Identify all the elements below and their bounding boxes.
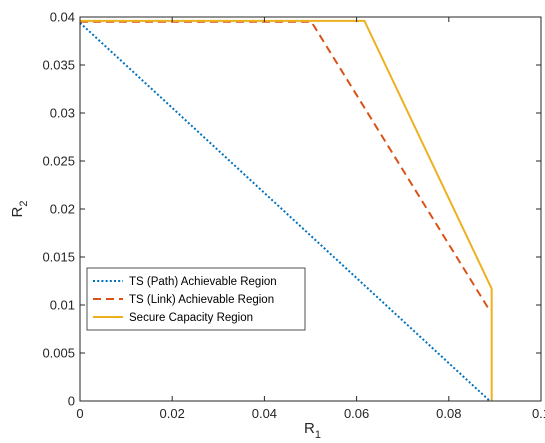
y-tick-label: 0.005 [42,346,75,361]
x-tick-label: 0.06 [344,406,369,421]
x-tick-label: 0.02 [160,406,185,421]
legend: TS (Path) Achievable Region TS (Link) Ach… [86,267,306,331]
x-tick-label: 0.04 [252,406,277,421]
y-axis-label-main: R [9,206,26,217]
legend-label: TS (Path) Achievable Region [129,276,277,288]
x-tick-label: 0.08 [436,406,461,421]
y-axis-label-subscript: 2 [18,201,30,207]
legend-label: TS (Link) Achievable Region [129,294,274,306]
x-tick-label: 0 [76,406,83,421]
y-tick-label: 0.035 [42,58,75,73]
series-line [80,20,491,312]
plot-area [80,17,541,401]
y-axis-label: R2 [9,201,30,218]
series-layer [79,19,493,402]
x-axis-label-subscript: 1 [315,429,321,441]
y-tick-label: 0.03 [50,106,75,121]
y-tick-label: 0.01 [50,298,75,313]
series-line [80,19,493,401]
x-tick-label: 0.1 [532,406,545,421]
y-tick-label: 0.025 [42,154,75,169]
y-tick-label: 0.02 [50,202,75,217]
x-axis-label: R1 [304,420,321,441]
y-tick-label: 0 [68,394,75,409]
ticks-layer: 0 0.02 0.04 0.06 0.08 0.1 0 0.005 0.01 0.015 0.02 0… [42,10,545,422]
y-tick-label: 0.015 [42,250,75,265]
x-axis-label-main: R [304,420,315,437]
y-tick-label: 0.04 [50,10,75,25]
legend-label: Secure Capacity Region [129,312,253,324]
legend-box [86,267,306,331]
series-line [79,22,491,402]
